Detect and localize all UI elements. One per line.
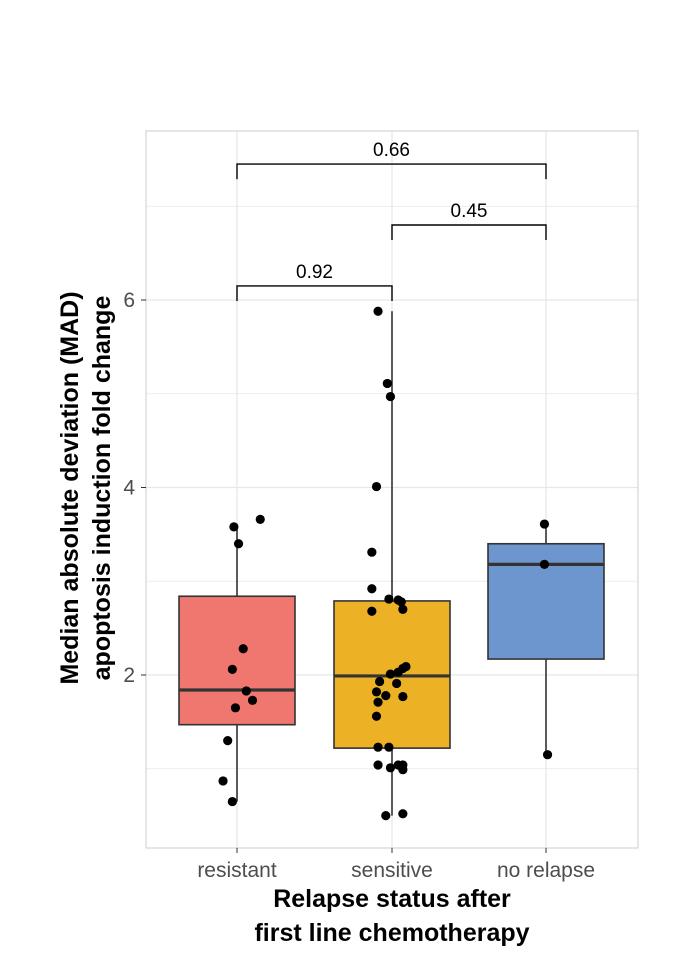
p-value-label: 0.92 bbox=[296, 262, 333, 283]
data-point bbox=[373, 697, 383, 707]
data-point bbox=[539, 559, 550, 569]
bracket-line bbox=[236, 163, 547, 180]
data-point bbox=[398, 691, 408, 702]
data-point bbox=[230, 703, 241, 713]
x-tick-label: resistant bbox=[197, 859, 277, 882]
y-tick-labels: 2 4 6 bbox=[123, 289, 146, 687]
data-point bbox=[398, 765, 408, 775]
data-point bbox=[385, 669, 396, 679]
box-group bbox=[487, 524, 605, 755]
comparison-bracket: 0.92 bbox=[236, 262, 393, 301]
data-point bbox=[229, 522, 239, 532]
data-point bbox=[373, 760, 383, 770]
y-tick-label: 6 bbox=[123, 289, 135, 312]
x-axis-title-line-2: first line chemotherapy bbox=[254, 919, 529, 947]
data-point bbox=[398, 809, 408, 819]
comparison-layer: 0.92 0.45 0.66 bbox=[236, 140, 547, 301]
data-point bbox=[393, 667, 403, 677]
comparison-bracket: 0.45 bbox=[391, 201, 547, 240]
x-tick-labels: resistant sensitive no relapse bbox=[197, 848, 595, 882]
y-axis-title-line-2: apoptosis induction fold change bbox=[88, 296, 116, 681]
data-point bbox=[375, 676, 385, 687]
x-tick-label: sensitive bbox=[351, 859, 433, 882]
data-point bbox=[373, 742, 383, 752]
bracket-line bbox=[391, 224, 547, 240]
p-value-label: 0.45 bbox=[451, 201, 488, 222]
x-axis-title-line-1: Relapse status after bbox=[273, 885, 511, 913]
data-point bbox=[373, 306, 383, 316]
data-point bbox=[238, 644, 248, 654]
data-point bbox=[223, 736, 233, 746]
data-point bbox=[539, 519, 550, 529]
box-group bbox=[333, 311, 451, 816]
data-point bbox=[241, 686, 251, 696]
data-point bbox=[384, 594, 394, 604]
data-point bbox=[255, 514, 265, 524]
data-point bbox=[385, 391, 396, 402]
data-point bbox=[385, 763, 396, 773]
data-point bbox=[382, 378, 392, 389]
data-point bbox=[371, 711, 382, 721]
bracket-line bbox=[236, 285, 393, 301]
data-point bbox=[542, 750, 553, 760]
y-axis-title-line-1: Median absolute deviation (MAD) bbox=[56, 291, 84, 684]
data-point bbox=[381, 811, 391, 821]
data-point bbox=[371, 687, 382, 697]
data-point bbox=[218, 776, 228, 786]
data-point bbox=[381, 691, 391, 701]
data-point bbox=[371, 481, 382, 492]
data-point bbox=[392, 678, 402, 689]
data-point bbox=[247, 695, 258, 705]
data-point bbox=[227, 796, 237, 807]
box-layer bbox=[178, 311, 605, 816]
data-point bbox=[367, 547, 377, 557]
comparison-bracket: 0.66 bbox=[236, 140, 547, 180]
data-point bbox=[367, 606, 377, 616]
point-layer bbox=[218, 306, 553, 821]
data-point bbox=[233, 539, 244, 549]
y-tick-label: 4 bbox=[123, 477, 135, 500]
p-value-label: 0.66 bbox=[373, 140, 410, 161]
box bbox=[178, 595, 296, 726]
data-point bbox=[384, 742, 394, 752]
box-group bbox=[178, 525, 296, 802]
y-tick-label: 2 bbox=[123, 664, 135, 687]
data-point bbox=[227, 664, 237, 674]
data-point bbox=[398, 604, 408, 614]
x-tick-label: no relapse bbox=[497, 859, 595, 882]
data-point bbox=[396, 597, 406, 607]
data-point bbox=[367, 584, 377, 594]
